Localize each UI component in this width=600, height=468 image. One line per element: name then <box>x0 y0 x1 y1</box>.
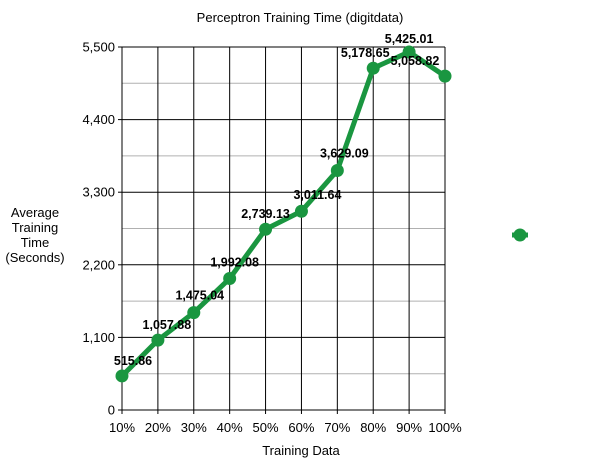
y-axis-title: Average Training Time (Seconds) <box>5 205 64 265</box>
y-tick-label: 4,400 <box>82 112 115 127</box>
x-tick-label: 100% <box>428 420 462 435</box>
y-tick-label: 5,500 <box>82 40 115 55</box>
x-tick-label: 30% <box>181 420 207 435</box>
x-tick-labels: 10% 20% 30% 40% 50% 60% 70% 80% 90% 100% <box>109 420 462 435</box>
data-point <box>402 45 416 59</box>
data-label: 5,178.65 <box>341 46 390 60</box>
grid <box>122 46 446 410</box>
data-point <box>259 222 273 236</box>
y-axis-title-text: Average Training Time (Seconds) <box>5 205 64 265</box>
x-tick-label: 20% <box>145 420 171 435</box>
data-point <box>223 272 237 286</box>
data-label: 3,011.64 <box>293 188 341 202</box>
y-axis-title-line: Training <box>12 220 58 235</box>
data-label: 2,739.13 <box>241 207 290 221</box>
data-point <box>330 163 344 177</box>
y-tick-label: 1,100 <box>82 330 115 345</box>
y-tick-label: 2,200 <box>82 257 115 272</box>
series-line <box>119 49 448 379</box>
x-tick-label: 50% <box>253 420 279 435</box>
y-axis-title-line: Average <box>11 205 59 220</box>
data-point <box>151 333 165 347</box>
x-axis-title: Training Data <box>262 443 340 458</box>
data-point <box>366 61 380 75</box>
x-tick-label: 40% <box>217 420 243 435</box>
legend-marker <box>513 228 527 242</box>
data-label: 5,425.01 <box>385 32 434 46</box>
y-tick-label: 0 <box>108 403 115 418</box>
series <box>115 45 452 383</box>
y-tick-label: 3,300 <box>82 185 115 200</box>
x-tick-label: 70% <box>324 420 350 435</box>
data-label: 5,058.82 <box>391 54 440 68</box>
data-label: 515.86 <box>114 354 152 368</box>
data-point <box>115 369 129 383</box>
data-point <box>294 204 308 218</box>
x-tick-label: 60% <box>288 420 314 435</box>
data-label: 3,629.09 <box>320 146 369 160</box>
y-axis-title-line: (Seconds) <box>5 250 64 265</box>
x-tick-label: 90% <box>396 420 422 435</box>
y-tick-labels: 0 1,100 2,200 3,300 4,400 5,500 <box>82 40 115 418</box>
data-label: 1,992.08 <box>210 256 259 270</box>
data-point <box>187 306 201 320</box>
data-label: 1,475.04 <box>175 289 224 303</box>
x-tick-label: 80% <box>360 420 386 435</box>
y-axis-title-line: Time <box>21 235 49 250</box>
axes <box>118 46 446 414</box>
data-label: 1,057.88 <box>143 318 192 332</box>
chart-title: Perceptron Training Time (digitdata) <box>197 10 404 25</box>
data-point <box>438 69 452 83</box>
data-labels: 515.861,057.881,475.041,992.082,739.133,… <box>114 32 439 368</box>
x-tick-label: 10% <box>109 420 135 435</box>
legend <box>512 228 528 242</box>
